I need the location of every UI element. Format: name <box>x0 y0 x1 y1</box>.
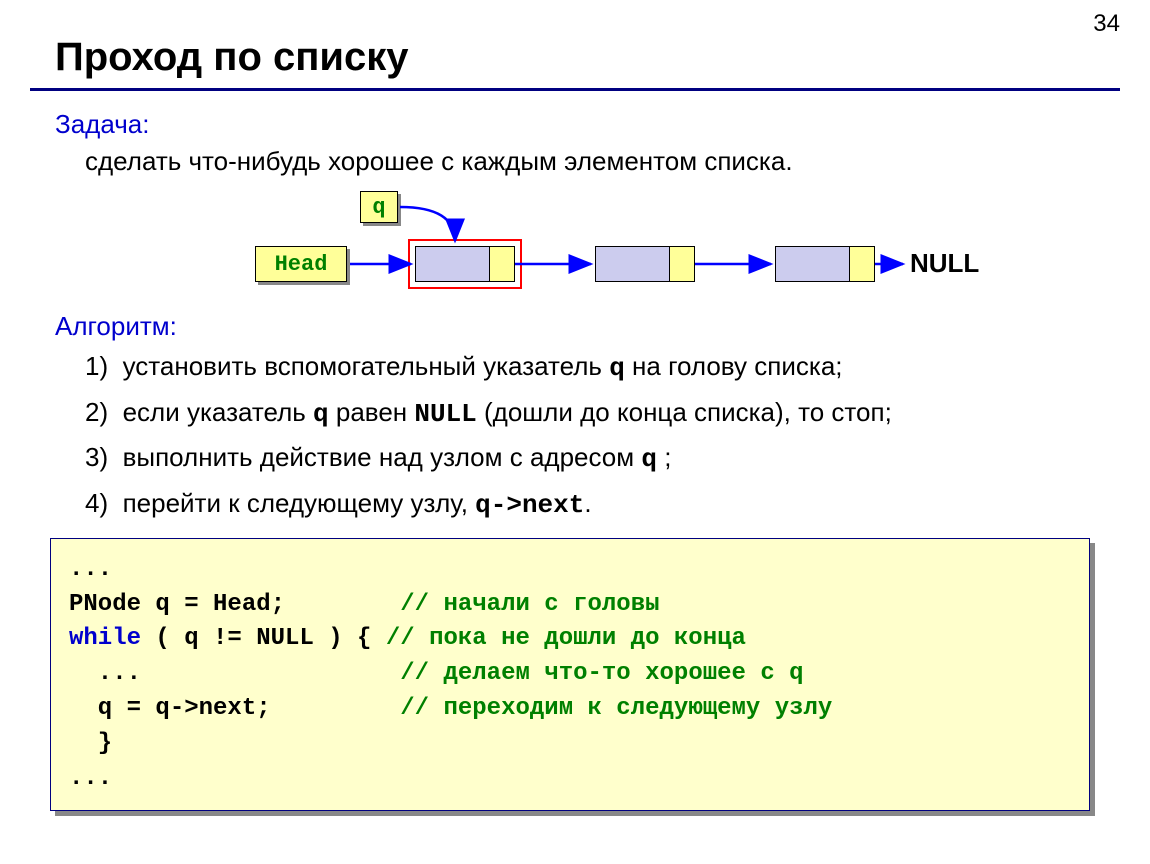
content-area: Задача: сделать что-нибудь хорошее с каж… <box>0 91 1150 816</box>
step-number: 4) <box>85 488 108 518</box>
step-number: 1) <box>85 351 108 381</box>
code-block-shadow: ... PNode q = Head; // начали с головы w… <box>55 543 1095 817</box>
code-keyword: while <box>69 625 141 652</box>
code-block: ... PNode q = Head; // начали с головы w… <box>50 538 1090 812</box>
diagram-arrows <box>205 191 1025 301</box>
page-number: 34 <box>1093 10 1120 38</box>
page-title: Проход по списку <box>0 0 1150 88</box>
algorithm-step: 1) установить вспомогательный указатель … <box>85 348 1095 388</box>
code-inline: q <box>313 399 329 429</box>
code-inline: q->next <box>475 490 584 520</box>
code-comment: // пока не дошли до конца <box>386 625 746 652</box>
algorithm-step: 3) выполнить действие над узлом с адресо… <box>85 439 1095 479</box>
algorithm-label: Алгоритм: <box>55 311 1095 342</box>
algorithm-step: 2) если указатель q равен NULL (дошли до… <box>85 394 1095 434</box>
code-comment: // начали с головы <box>400 591 659 618</box>
step-number: 2) <box>85 397 108 427</box>
task-text: сделать что-нибудь хорошее с каждым элем… <box>85 146 1095 177</box>
linked-list-diagram: q Head NULL <box>205 191 1095 301</box>
code-inline: q <box>609 353 625 383</box>
code-comment: // переходим к следующему узлу <box>400 695 832 722</box>
code-inline: q <box>641 444 657 474</box>
algorithm-step: 4) перейти к следующему узлу, q->next. <box>85 485 1095 525</box>
task-label: Задача: <box>55 109 1095 140</box>
code-inline: NULL <box>414 399 476 429</box>
code-comment: // делаем что-то хорошее с q <box>400 660 803 687</box>
step-number: 3) <box>85 442 108 472</box>
